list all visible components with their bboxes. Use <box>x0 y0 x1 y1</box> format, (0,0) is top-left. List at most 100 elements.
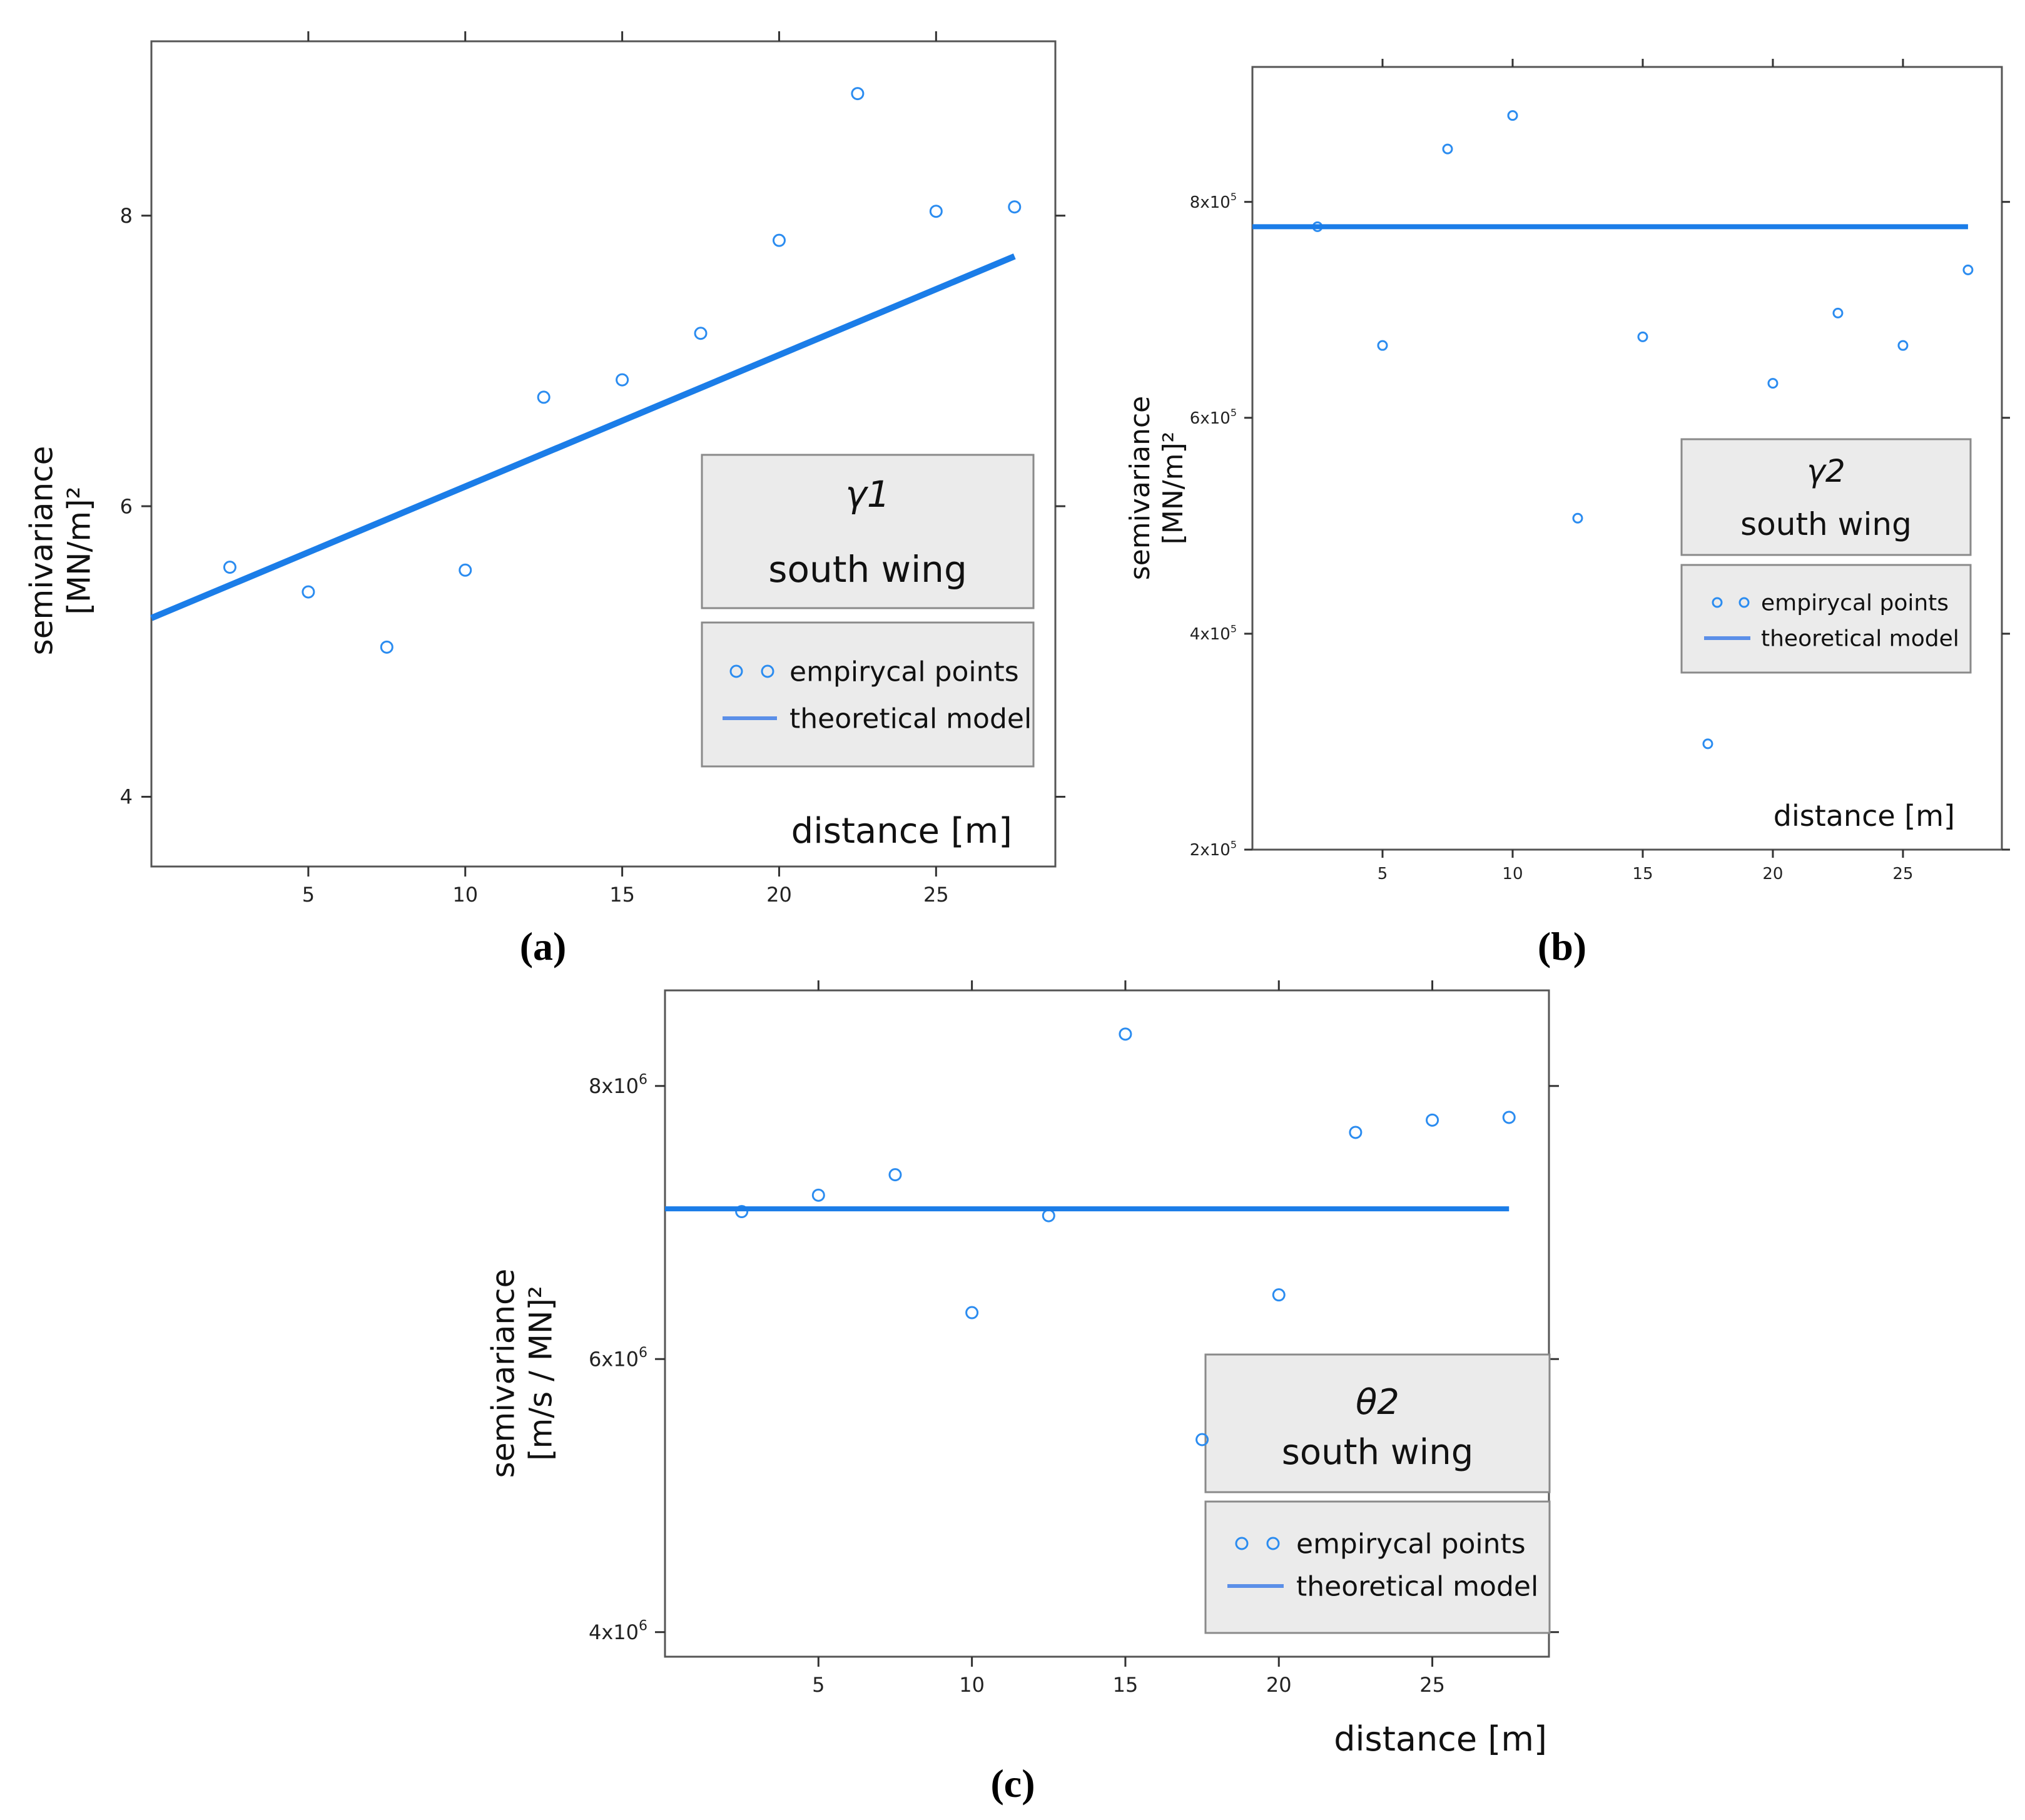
legend-marker-points <box>761 664 774 678</box>
x-tick-label: 15 <box>1113 1673 1139 1697</box>
empirical-point <box>537 390 551 404</box>
legend-label-points: empirycal points <box>1296 1528 1526 1560</box>
empirical-point <box>1119 1027 1132 1041</box>
legend-label-model: theoretical model <box>1761 626 1959 652</box>
panel-title: γ1 <box>845 473 890 516</box>
legend-label-model: theoretical model <box>1296 1570 1538 1602</box>
panel-title: γ2 <box>1807 453 1845 489</box>
empirical-point <box>380 640 393 654</box>
y-tick-label-base: 4x10 <box>1190 625 1231 644</box>
empirical-point <box>1572 512 1583 524</box>
empirical-point <box>735 1205 749 1219</box>
x-axis-label: distance [m] <box>1334 1719 1547 1759</box>
x-tick-label: 5 <box>302 883 315 907</box>
empirical-point <box>1507 110 1518 121</box>
empirical-point <box>1897 340 1909 351</box>
y-axis-label: semivariance <box>24 446 60 656</box>
title-box <box>701 454 1035 609</box>
empirical-point <box>1767 378 1779 389</box>
legend-marker-points <box>1266 1537 1280 1550</box>
y-axis-unit: [m/s / MN]² <box>523 1286 559 1461</box>
x-tick-label: 15 <box>1632 865 1653 883</box>
legend-label-points: empirycal points <box>789 656 1019 688</box>
empirical-point <box>302 585 315 599</box>
x-tick-label: 15 <box>609 883 635 907</box>
empirical-point <box>1637 331 1648 342</box>
empirical-point <box>1832 307 1844 318</box>
y-tick-label-exponent: 5 <box>1231 407 1237 419</box>
y-axis-unit: [MN/m]² <box>1157 432 1189 545</box>
panel-label-c: (c) <box>990 1761 1035 1806</box>
y-tick-label-exponent: 5 <box>1231 623 1237 634</box>
empirical-point <box>1349 1126 1363 1139</box>
y-tick-label-exponent: 5 <box>1231 838 1237 850</box>
empirical-point <box>616 373 629 387</box>
panel-title: θ2 <box>1356 1382 1399 1423</box>
x-tick-label: 20 <box>766 883 792 907</box>
empirical-point <box>1442 143 1453 155</box>
empirical-point <box>965 1306 979 1319</box>
empirical-point <box>1502 1111 1516 1124</box>
panel-label-a: (a) <box>520 924 567 968</box>
y-tick-label-base: 2x10 <box>1190 841 1231 860</box>
legend-marker-points <box>729 664 743 678</box>
x-tick-label: 25 <box>1892 865 1913 883</box>
empirical-point <box>1702 738 1713 750</box>
title-box <box>1680 438 1972 556</box>
y-axis-unit: [MN/m]² <box>61 486 98 614</box>
x-tick-label: 25 <box>1419 1673 1445 1697</box>
legend-label-model: theoretical model <box>789 703 1032 735</box>
empirical-point <box>1272 1288 1286 1302</box>
x-tick-label: 20 <box>1762 865 1783 883</box>
y-tick-label-base: 6x10 <box>1190 409 1231 428</box>
y-tick-label: 8x105 <box>1190 191 1237 212</box>
empirical-point <box>223 561 236 574</box>
panel-b: 5 10 15 20 252x1054x1056x1058x105semivarianc… <box>1124 59 2010 883</box>
empirical-point <box>1008 200 1022 214</box>
x-tick-label: 10 <box>452 883 478 907</box>
x-tick-label: 5 <box>812 1673 825 1697</box>
panel-label-b: (b) <box>1538 924 1586 968</box>
x-tick-label: 10 <box>959 1673 985 1697</box>
x-tick-label: 10 <box>1502 865 1523 883</box>
x-tick-label: 20 <box>1266 1673 1292 1697</box>
x-axis-label: distance [m] <box>791 811 1012 852</box>
y-tick-label: 6x106 <box>589 1345 647 1371</box>
empirical-point <box>1426 1113 1439 1127</box>
y-tick-label-exponent: 6 <box>639 1345 647 1361</box>
legend-label-points: empirycal points <box>1761 591 1949 616</box>
y-tick-label-exponent: 6 <box>639 1619 647 1634</box>
y-tick-label-base: 4x10 <box>589 1620 639 1644</box>
y-tick-label-exponent: 6 <box>639 1072 647 1088</box>
legend-marker-points <box>1235 1537 1249 1550</box>
panel-subtitle: south wing <box>768 548 967 591</box>
x-tick-label: 25 <box>923 883 949 907</box>
plot-frame <box>150 40 1057 868</box>
plot-frame <box>664 989 1550 1658</box>
empirical-point <box>1042 1209 1055 1223</box>
empirical-point <box>811 1188 825 1202</box>
legend-box <box>1204 1500 1551 1634</box>
y-axis-label: semivariance <box>485 1269 522 1478</box>
empirical-point <box>929 205 943 218</box>
empirical-point <box>1377 340 1388 351</box>
y-axis-label: semivariance <box>1124 396 1156 581</box>
y-tick-label-base: 6x10 <box>589 1347 639 1371</box>
empirical-point <box>1195 1433 1209 1446</box>
empirical-point <box>888 1168 902 1182</box>
y-tick-label: 2x105 <box>1190 838 1237 860</box>
empirical-point <box>1962 264 1974 275</box>
panel-a: 5 10 15 20 25 4 6 8 semivariance [MN/m]² distance … <box>24 31 1065 907</box>
legend-marker-points <box>1738 597 1750 608</box>
panel-subtitle: south wing <box>1740 506 1912 542</box>
y-tick-label: 8x106 <box>589 1072 647 1098</box>
y-tick-label: 4x105 <box>1190 623 1237 644</box>
empirical-point <box>459 563 472 577</box>
theoretical-model-line <box>150 253 1016 621</box>
y-tick-label: 4x106 <box>589 1619 647 1644</box>
y-tick-label: 8 <box>120 204 133 228</box>
empirical-point <box>694 327 708 340</box>
plot-frame <box>1251 66 2003 851</box>
legend-box <box>1680 564 1972 674</box>
